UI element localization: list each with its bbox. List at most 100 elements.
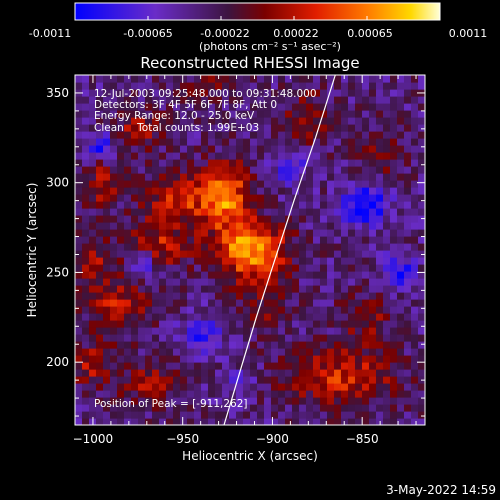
heatmap-cell (313, 404, 321, 412)
heatmap-cell (264, 180, 272, 188)
heatmap-cell (152, 159, 160, 167)
heatmap-cell (236, 180, 244, 188)
heatmap-cell (292, 194, 300, 202)
heatmap-cell (110, 306, 118, 314)
heatmap-cell (355, 355, 363, 363)
heatmap-cell (236, 89, 244, 97)
heatmap-cell (418, 341, 425, 349)
heatmap-cell (173, 180, 181, 188)
heatmap-cell (236, 173, 244, 181)
heatmap-cell (201, 250, 209, 258)
heatmap-cell (313, 222, 321, 230)
heatmap-cell (376, 390, 384, 398)
heatmap-cell (411, 159, 419, 167)
heatmap-cell (285, 166, 293, 174)
heatmap-cell (208, 166, 216, 174)
heatmap-cell (383, 208, 391, 216)
heatmap-cell (117, 390, 125, 398)
heatmap-cell (159, 383, 167, 391)
heatmap-cell (159, 103, 167, 111)
heatmap-cell (180, 299, 188, 307)
heatmap-cell (152, 306, 160, 314)
heatmap-cell (201, 187, 209, 195)
heatmap-cell (180, 103, 188, 111)
heatmap-cell (390, 376, 398, 384)
heatmap-cell (145, 117, 153, 125)
heatmap-cell (82, 166, 90, 174)
heatmap-cell (187, 208, 195, 216)
heatmap-cell (152, 327, 160, 335)
heatmap-cell (89, 243, 97, 251)
heatmap-cell (159, 369, 167, 377)
heatmap-cell (362, 320, 370, 328)
heatmap-cell (271, 355, 279, 363)
heatmap-cell (124, 229, 132, 237)
heatmap-cell (376, 299, 384, 307)
heatmap-cell (285, 397, 293, 405)
heatmap-cell (166, 306, 174, 314)
heatmap-cell (320, 418, 328, 425)
heatmap-cell (369, 131, 377, 139)
heatmap-cell (145, 362, 153, 370)
heatmap-cell (82, 173, 90, 181)
heatmap-cell (138, 292, 146, 300)
heatmap-cell (285, 404, 293, 412)
heatmap-cell (208, 341, 216, 349)
heatmap-cell (89, 327, 97, 335)
heatmap-cell (411, 355, 419, 363)
heatmap-cell (110, 236, 118, 244)
heatmap-cell (348, 236, 356, 244)
heatmap-cell (159, 376, 167, 384)
heatmap-cell (411, 397, 419, 405)
heatmap-cell (355, 306, 363, 314)
heatmap-cell (341, 397, 349, 405)
heatmap-cell (250, 390, 258, 398)
heatmap-cell (348, 194, 356, 202)
heatmap-cell (236, 145, 244, 153)
heatmap-cell (124, 96, 132, 104)
heatmap-cell (194, 124, 202, 132)
heatmap-cell (369, 306, 377, 314)
heatmap-cell (418, 110, 425, 118)
heatmap-cell (278, 369, 286, 377)
heatmap-cell (166, 390, 174, 398)
heatmap-cell (138, 96, 146, 104)
heatmap-cell (110, 271, 118, 279)
annotation-time-range: 12-Jul-2003 09:25:48.000 to 09:31:48.000 (94, 88, 317, 100)
heatmap-cell (208, 411, 216, 419)
heatmap-cell (215, 264, 223, 272)
heatmap-cell (159, 201, 167, 209)
heatmap-cell (418, 222, 425, 230)
heatmap-cell (320, 285, 328, 293)
heatmap-cell (278, 82, 286, 90)
heatmap-cell (341, 362, 349, 370)
heatmap-cell (418, 383, 425, 391)
heatmap-cell (131, 208, 139, 216)
heatmap-cell (117, 271, 125, 279)
heatmap-cell (320, 320, 328, 328)
heatmap-cell (390, 278, 398, 286)
heatmap-cell (369, 82, 377, 90)
heatmap-cell (411, 292, 419, 300)
heatmap-cell (390, 404, 398, 412)
heatmap-cell (152, 390, 160, 398)
heatmap-cell (355, 166, 363, 174)
heatmap-cell (397, 292, 405, 300)
heatmap-cell (390, 243, 398, 251)
heatmap-cell (320, 397, 328, 405)
heatmap-cell (208, 320, 216, 328)
heatmap-cell (75, 117, 83, 125)
heatmap-cell (285, 411, 293, 419)
heatmap-cell (187, 117, 195, 125)
heatmap-cell (306, 194, 314, 202)
heatmap-cell (278, 271, 286, 279)
heatmap-cell (201, 222, 209, 230)
heatmap-cell (201, 313, 209, 321)
heatmap-cell (313, 369, 321, 377)
heatmap-cell (138, 229, 146, 237)
heatmap-cell (404, 250, 412, 258)
heatmap-cell (110, 292, 118, 300)
heatmap-cell (166, 201, 174, 209)
heatmap-cell (362, 103, 370, 111)
heatmap-cell (229, 236, 237, 244)
